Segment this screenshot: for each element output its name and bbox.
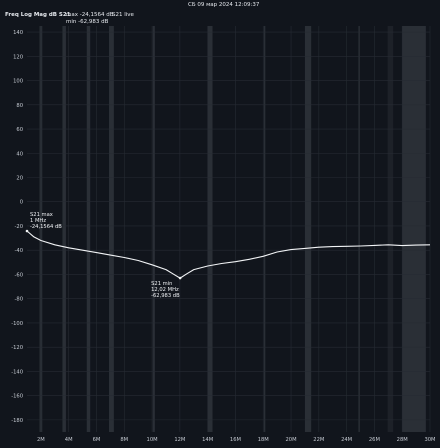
marker-label: 12,02 MHz — [151, 287, 179, 293]
y-tick-label: -60 — [15, 272, 23, 278]
x-tick-label: 12M — [174, 437, 185, 443]
y-tick-label: -80 — [15, 297, 23, 303]
band — [86, 26, 91, 432]
x-tick-label: 24M — [341, 437, 352, 443]
band — [207, 26, 213, 432]
y-tick-label: -140 — [11, 369, 23, 375]
band — [152, 26, 155, 432]
marker-point — [25, 229, 29, 233]
trace-title: Freq Log Mag dB S21 — [5, 12, 71, 18]
x-tick-label: 4M — [65, 437, 73, 443]
series-line — [26, 230, 431, 279]
trace-group — [26, 230, 431, 279]
y-tick-label: -20 — [15, 224, 23, 230]
grid-lines — [27, 26, 431, 432]
y-tick-label: 100 — [13, 79, 23, 85]
y-tick-label: -100 — [11, 321, 23, 327]
y-tick-label: 0 — [20, 200, 23, 206]
x-tick-label: 30M — [424, 437, 435, 443]
x-tick-label: 6M — [93, 437, 101, 443]
x-tick-label: 8M — [120, 437, 128, 443]
x-tick-label: 28M — [397, 437, 408, 443]
marker-label: S21 max — [30, 212, 53, 218]
band — [304, 26, 312, 432]
y-tick-label: 140 — [13, 30, 23, 36]
y-tick-label: 80 — [16, 103, 23, 109]
marker-label: S21 min — [151, 281, 172, 287]
y-tick-label: -40 — [15, 248, 23, 254]
live-label: S21 live — [112, 12, 134, 18]
y-tick-label: 20 — [16, 175, 23, 181]
y-tick-label: 120 — [13, 54, 23, 60]
y-tick-label: 40 — [16, 151, 23, 157]
x-tick-label: 10M — [147, 437, 158, 443]
band — [62, 26, 66, 432]
y-tick-label: -180 — [11, 418, 23, 424]
x-tick-label: 22M — [313, 437, 324, 443]
marker-bands — [39, 26, 426, 432]
band — [402, 26, 426, 432]
x-tick-label: 18M — [258, 437, 269, 443]
marker-label: -62,983 dB — [151, 293, 180, 299]
axis-ticks: 140 120 100 80 60 40 20 0 -20 -40 -60 -80 -100 -120 -1… — [11, 30, 435, 443]
marker-label: 1 MHz — [30, 218, 46, 224]
y-tick-label: -120 — [11, 345, 23, 351]
x-tick-label: 14M — [202, 437, 213, 443]
min-readout: min -62,983 dB — [66, 19, 109, 25]
x-tick-label: 16M — [230, 437, 241, 443]
x-tick-label: 2M — [37, 437, 45, 443]
y-tick-label: 60 — [16, 127, 23, 133]
x-tick-label: 20M — [285, 437, 296, 443]
marker-point — [178, 276, 182, 280]
y-tick-label: -160 — [11, 394, 23, 400]
band — [387, 26, 394, 432]
x-tick-label: 26M — [369, 437, 380, 443]
max-readout: max -24,1564 dB — [66, 12, 114, 18]
band — [358, 26, 360, 432]
band — [263, 26, 266, 432]
band — [108, 26, 114, 432]
marker-label: -24,1564 dB — [30, 224, 62, 230]
timestamp: СБ 09 мар 2024 12:09:37 — [188, 2, 260, 8]
